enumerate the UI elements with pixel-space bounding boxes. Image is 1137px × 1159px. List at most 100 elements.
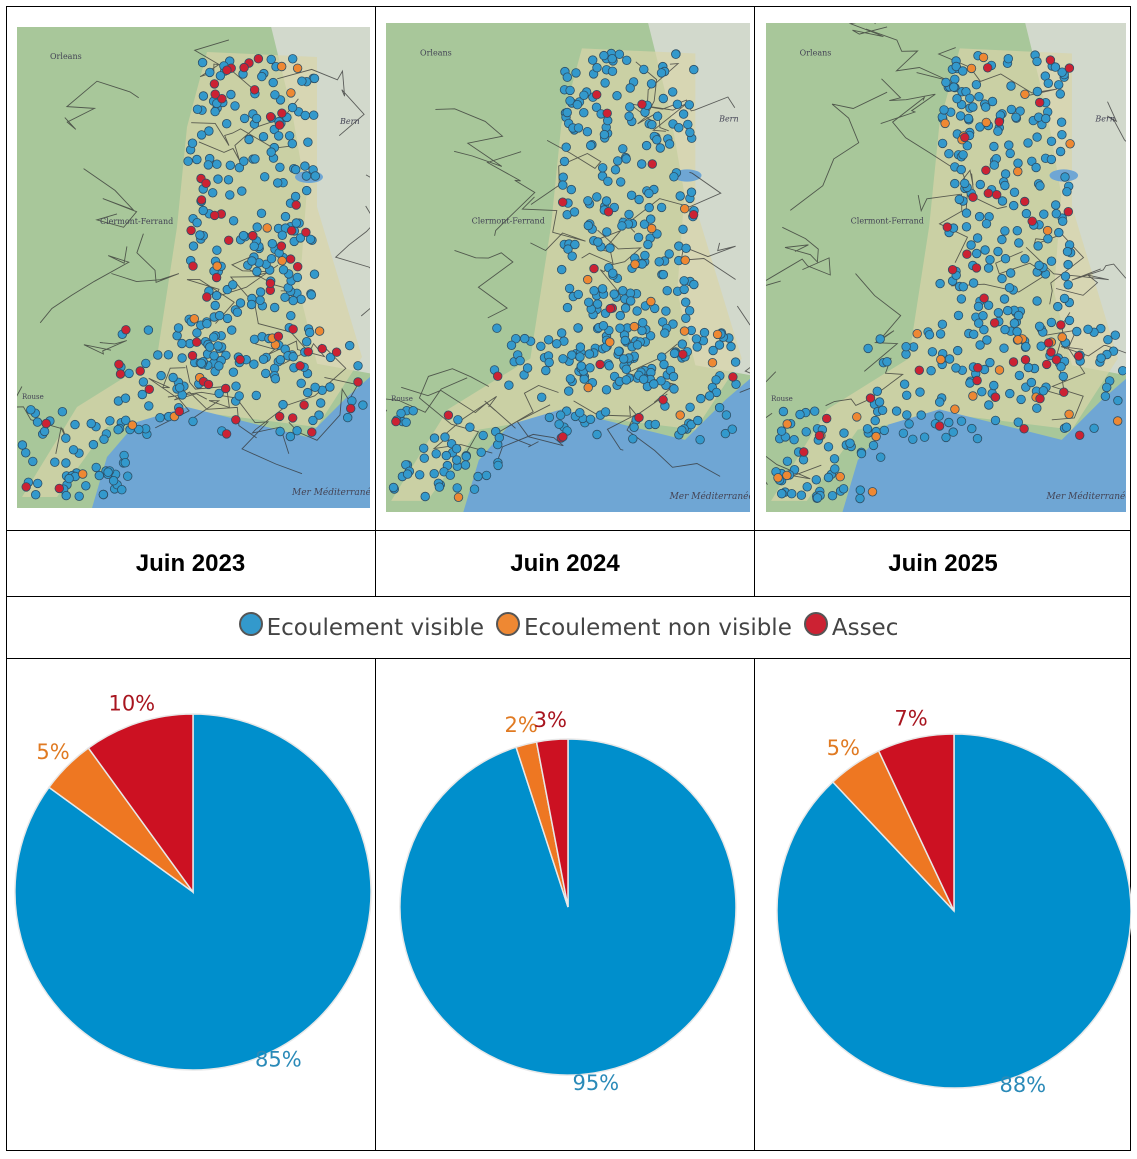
station-dot-visible — [33, 478, 43, 489]
station-dot-visible — [669, 348, 680, 359]
station-dot-visible — [591, 102, 602, 113]
map-2025: Orleans Clermont-Ferrand Bern Rouse Mer Médi… — [766, 23, 1126, 512]
station-dot-visible — [823, 442, 834, 452]
station-dot-visible — [213, 341, 223, 351]
station-dot-visible — [17, 440, 28, 450]
station-dot-visible — [288, 295, 298, 306]
station-dot-non-visible — [835, 472, 845, 482]
station-dot-visible — [654, 257, 664, 267]
station-dot-visible — [183, 156, 193, 166]
station-dot-visible — [117, 485, 127, 495]
station-dot-visible — [440, 432, 450, 442]
station-dot-visible — [872, 386, 883, 397]
station-dot-visible — [1012, 327, 1022, 337]
station-dot-visible — [570, 239, 580, 250]
station-dot-visible — [1016, 394, 1026, 405]
map-label-orleans: Orleans — [800, 49, 832, 58]
station-dot-visible — [941, 432, 951, 443]
station-dot-non-visible — [630, 259, 640, 270]
station-dot-assec — [211, 272, 222, 283]
station-dot-assec — [1059, 387, 1069, 397]
station-dot-assec — [209, 210, 220, 221]
station-dot-visible — [967, 423, 977, 434]
station-dot-visible — [678, 224, 688, 235]
station-dot-visible — [669, 172, 679, 182]
station-dot-assec — [144, 384, 155, 395]
station-dot-visible — [515, 356, 525, 366]
station-dot-visible — [192, 328, 202, 338]
station-dot-assec — [307, 427, 317, 437]
station-dot-visible — [1060, 271, 1071, 282]
station-dot-visible — [20, 448, 31, 458]
station-dot-visible — [573, 123, 584, 133]
station-dot-visible — [993, 126, 1003, 136]
station-dot-visible — [1032, 296, 1042, 306]
station-dot-non-visible — [1113, 416, 1123, 426]
station-dot-visible — [599, 129, 610, 140]
station-dot-visible — [144, 401, 154, 411]
station-dot-visible — [1063, 259, 1073, 270]
station-dot-visible — [558, 354, 568, 364]
station-dot-visible — [226, 89, 236, 100]
station-dot-visible — [681, 243, 691, 254]
station-dot-visible — [730, 357, 741, 367]
station-dot-visible — [238, 230, 249, 241]
station-dot-visible — [188, 416, 198, 427]
station-dot-visible — [1000, 253, 1011, 264]
sea — [842, 378, 1126, 512]
station-dot-visible — [1046, 317, 1057, 328]
station-dot-visible — [951, 363, 961, 373]
station-dot-visible — [1113, 395, 1123, 406]
station-dot-visible — [225, 190, 235, 200]
station-dot-visible — [280, 211, 291, 222]
station-dot-visible — [308, 415, 318, 426]
station-dot-visible — [1000, 180, 1010, 191]
legend: Ecoulement visible Ecoulement non visibl… — [6, 597, 1131, 658]
station-dot-visible — [963, 113, 974, 124]
station-dot-visible — [225, 160, 236, 171]
station-dot-visible — [168, 372, 178, 383]
station-dot-non-visible — [262, 223, 272, 233]
station-dot-visible — [950, 74, 960, 85]
station-dot-visible — [603, 176, 613, 187]
station-dot-non-visible — [453, 492, 464, 503]
station-dot-visible — [210, 106, 220, 117]
station-dot-visible — [997, 196, 1008, 206]
station-dot-visible — [1043, 78, 1054, 89]
station-dot-visible — [246, 299, 257, 310]
station-dot-assec — [115, 369, 126, 379]
station-dot-visible — [214, 388, 224, 399]
station-dot-visible — [1063, 280, 1073, 290]
station-dot-visible — [419, 443, 429, 454]
station-dot-visible — [639, 374, 649, 385]
station-dot-visible — [875, 334, 885, 344]
station-dot-visible — [573, 323, 583, 333]
station-dot-visible — [251, 113, 262, 124]
station-dot-visible — [429, 469, 439, 479]
station-dot-visible — [504, 380, 514, 390]
station-dot-visible — [239, 156, 249, 166]
station-dot-visible — [556, 328, 567, 338]
station-dot-visible — [997, 234, 1007, 245]
station-dot-assec — [222, 65, 232, 75]
station-dot-visible — [632, 340, 643, 350]
station-dot-visible — [120, 458, 131, 468]
station-dot-visible — [1038, 386, 1049, 396]
station-dot-visible — [452, 483, 462, 493]
station-dot-assec — [249, 85, 260, 95]
map-label-bern: Bern — [718, 115, 739, 124]
station-dot-visible — [811, 475, 822, 485]
station-dot-visible — [61, 490, 71, 501]
station-dot-visible — [604, 361, 614, 371]
station-dot-visible — [305, 327, 315, 338]
station-dot-visible — [714, 340, 725, 350]
station-dot-visible — [1013, 417, 1024, 427]
station-dot-visible — [244, 134, 254, 145]
station-dot-visible — [989, 141, 999, 152]
station-dot-visible — [956, 164, 966, 175]
station-dot-assec — [291, 200, 301, 210]
station-dot-visible — [1005, 268, 1016, 278]
station-dot-visible — [830, 464, 840, 474]
station-dot-visible — [141, 358, 151, 369]
station-dot-visible — [935, 278, 945, 289]
